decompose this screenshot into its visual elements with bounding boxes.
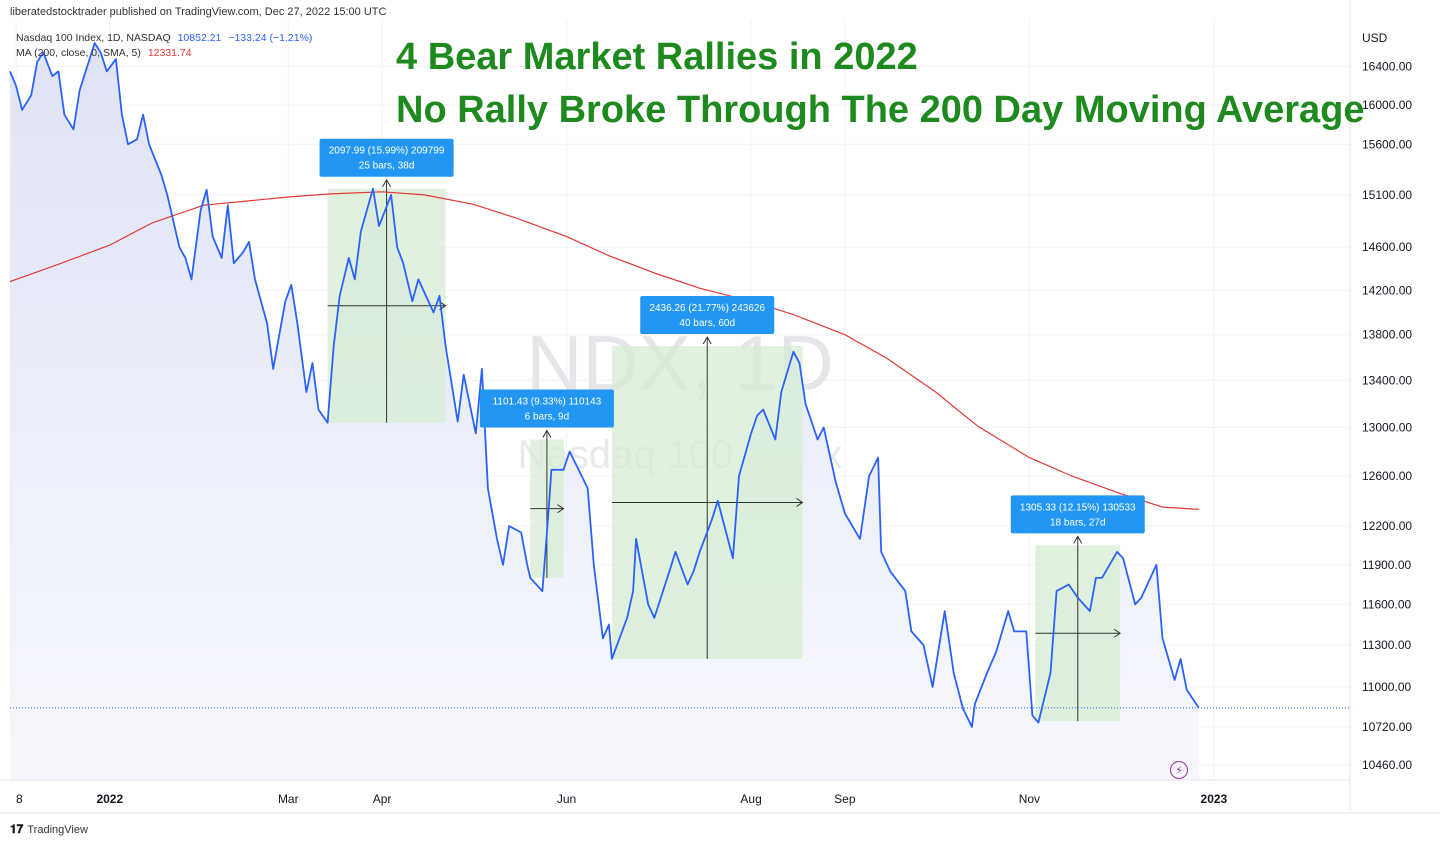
ma-value: 12331.74 [147,47,192,59]
x-tick-label: Jun [557,792,576,806]
y-tick-label: 12600.00 [1362,469,1412,483]
measure-label-box-1 [319,138,454,177]
ma-legend[interactable]: MA (200, close, 0, SMA, 5) 12331.74 [16,47,192,59]
symbol-last-value: 10852.21 [177,32,222,44]
y-tick-label: 11000.00 [1362,680,1411,694]
y-tick-label: 11900.00 [1362,558,1411,572]
symbol-change: −133.24 (−1.21%) [228,32,313,44]
y-tick-label: 14200.00 [1362,283,1412,297]
x-tick-label: Nov [1019,792,1040,806]
x-tick-label: Mar [278,792,299,806]
y-tick-label: 13400.00 [1362,373,1412,387]
measure-right-arrow-2 [557,504,565,514]
measure-label-line1-4: 1305.33 (12.15%) 130533 [1020,502,1136,513]
y-tick-label: 16000.00 [1362,98,1412,112]
measure-label-line2-2: 6 bars, 9d [525,411,569,422]
measure-label-box-3 [640,296,775,335]
measure-up-arrow-4 [1073,535,1083,544]
measure-up-arrow-3 [702,336,712,345]
headline-line-2: No Rally Broke Through The 200 Day Movin… [396,89,1365,131]
y-tick-label: 13800.00 [1362,328,1412,342]
y-tick-label: 16400.00 [1362,60,1412,74]
measure-boxes [327,178,1122,722]
measure-label-box-4 [1010,495,1145,534]
measure-label-line1-1: 2097.99 (15.99%) 209799 [329,146,445,157]
measure-labels: 2097.99 (15.99%) 209799 25 bars, 38d 1101.… [319,138,1145,534]
headline-line-1: 4 Bear Market Rallies in 2022 [396,36,918,78]
tradingview-mark-icon: 𝟏𝟕 [10,822,24,836]
axes: 16400.00 16000.00 15600.00 15100.00 14600.00… [0,0,1440,814]
price-line-path [9,42,1200,728]
measure-label-line2-1: 25 bars, 38d [359,161,415,172]
y-tick-label: 11600.00 [1362,597,1411,611]
y-tick-label: 12200.00 [1362,519,1412,533]
x-tick-label: Apr [373,792,392,806]
measure-label-line1-2: 1101.43 (9.33%) 110143 [493,396,602,407]
symbol-legend-label: Nasdaq 100 Index, 1D, NASDAQ [16,32,171,44]
tradingview-brand: TradingView [27,823,88,836]
x-tick-label: Sep [834,792,856,806]
y-tick-label: 15100.00 [1362,188,1412,202]
x-tick-label: 2022 [96,792,123,806]
y-tick-label: 10720.00 [1362,720,1412,734]
y-tick-label: 14600.00 [1362,240,1412,254]
y-tick-label: 15600.00 [1362,137,1412,151]
price-line [9,42,1200,728]
measure-right-arrow-4 [1113,628,1122,638]
tradingview-logo[interactable]: 𝟏𝟕 TradingView [10,822,88,837]
y-tick-label: 11300.00 [1362,638,1411,652]
measure-up-arrow-1 [382,178,392,187]
currency-label[interactable]: USD [1362,31,1388,45]
ma-legend-label: MA (200, close, 0, SMA, 5) [16,47,141,59]
y-tick-label: 10460.00 [1362,758,1412,772]
ma-line [9,191,1199,510]
symbol-legend[interactable]: Nasdaq 100 Index, 1D, NASDAQ 10852.21 −1… [16,32,312,44]
x-tick-label: Aug [740,792,761,806]
measure-right-arrow-3 [796,498,804,507]
price-area-fill [10,43,1199,781]
y-tick-label: 13000.00 [1362,420,1412,434]
measure-label-line2-3: 40 bars, 60d [679,318,735,329]
measure-label-line2-4: 18 bars, 27d [1050,517,1106,528]
x-tick-label: 2023 [1201,792,1228,806]
publisher-line: liberatedstocktrader published on Tradin… [10,6,387,18]
price-area [10,43,1199,781]
lightning-icon[interactable]: ⚡ [1170,761,1188,779]
measure-up-arrow-2 [542,429,552,438]
measure-label-line1-3: 2436.26 (21.77%) 243626 [649,303,765,314]
moving-average-line [9,191,1199,510]
measure-label-box-2 [479,389,614,428]
x-tick-label: 8 [16,792,23,806]
